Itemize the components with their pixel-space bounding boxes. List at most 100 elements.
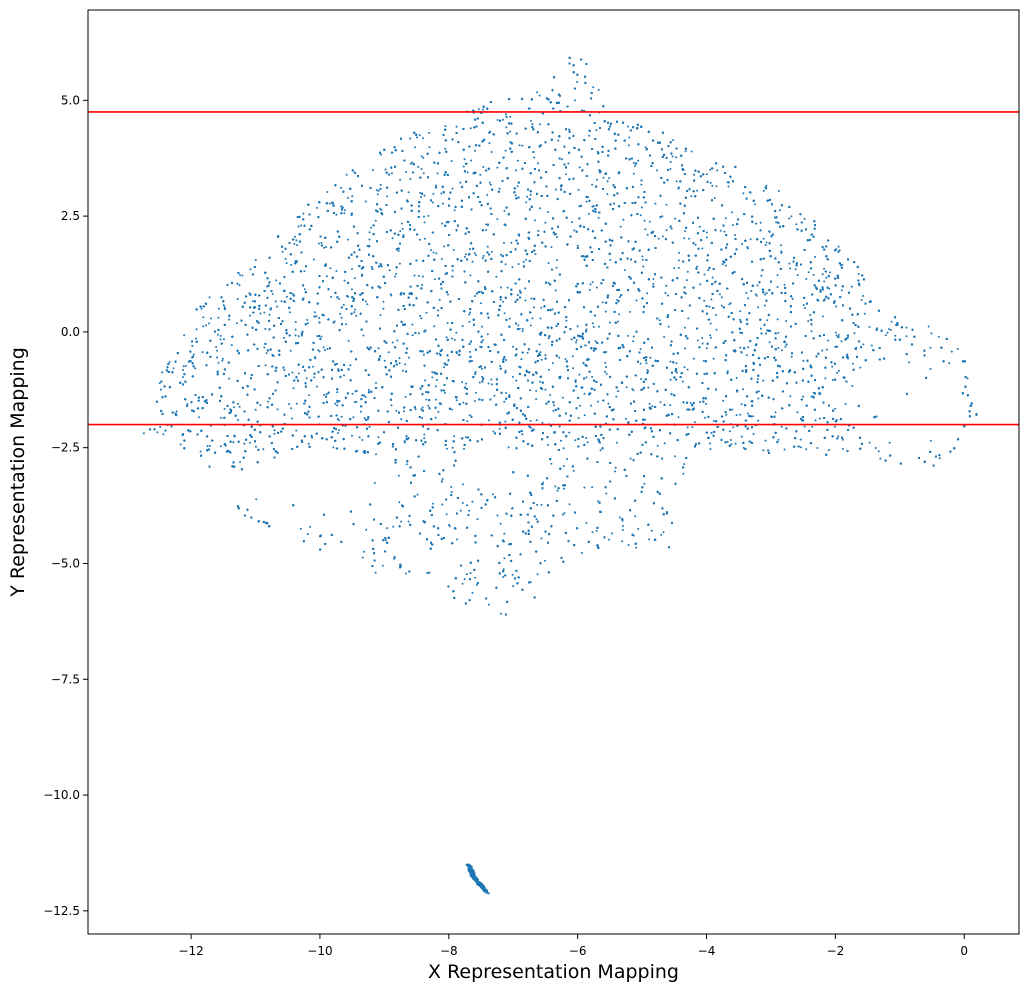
scatter-point	[585, 328, 588, 331]
scatter-point	[232, 441, 235, 444]
scatter-point	[662, 531, 665, 534]
scatter-point	[181, 376, 184, 379]
scatter-point	[547, 211, 550, 214]
scatter-point	[709, 181, 712, 184]
scatter-point	[525, 201, 528, 204]
scatter-point	[443, 366, 445, 369]
scatter-point	[469, 572, 472, 575]
scatter-point	[860, 299, 863, 301]
scatter-point	[255, 445, 257, 448]
scatter-point	[338, 419, 340, 422]
scatter-point	[288, 403, 291, 405]
scatter-point	[937, 335, 940, 338]
scatter-point	[847, 336, 849, 339]
scatter-point	[409, 177, 412, 180]
scatter-point	[488, 142, 491, 145]
scatter-point	[720, 296, 723, 299]
scatter-point	[570, 338, 573, 341]
scatter-point	[480, 367, 483, 370]
scatter-point	[487, 382, 490, 385]
scatter-point	[605, 372, 608, 375]
scatter-point	[762, 379, 765, 382]
scatter-point	[774, 411, 777, 414]
scatter-point	[752, 415, 754, 418]
scatter-point	[674, 217, 677, 220]
scatter-point	[461, 381, 464, 384]
scatter-point	[715, 313, 717, 316]
scatter-point	[829, 271, 831, 274]
scatter-point	[739, 331, 742, 334]
scatter-point	[524, 299, 527, 302]
scatter-point	[370, 226, 372, 229]
scatter-point	[186, 403, 189, 406]
scatter-point	[316, 335, 319, 338]
scatter-point	[358, 436, 361, 439]
scatter-point	[347, 340, 350, 342]
scatter-point	[831, 365, 834, 368]
scatter-point	[814, 419, 817, 422]
scatter-point	[579, 404, 582, 407]
scatter-point	[879, 457, 882, 460]
scatter-point	[529, 324, 532, 327]
scatter-point	[507, 446, 510, 449]
scatter-point	[739, 413, 742, 416]
scatter-point	[762, 449, 765, 452]
scatter-point	[332, 446, 335, 449]
scatter-point	[732, 224, 735, 227]
scatter-point	[427, 214, 430, 217]
scatter-point	[465, 573, 468, 576]
scatter-point	[578, 205, 581, 208]
scatter-point	[627, 125, 629, 128]
scatter-point	[841, 263, 844, 266]
scatter-point	[428, 146, 431, 149]
scatter-point	[574, 439, 577, 442]
scatter-point	[632, 335, 635, 338]
scatter-point	[323, 246, 326, 249]
scatter-point	[404, 363, 407, 366]
scatter-point	[540, 503, 543, 506]
scatter-point	[274, 300, 277, 303]
scatter-point	[309, 525, 311, 528]
scatter-point	[451, 187, 454, 190]
scatter-point	[571, 221, 573, 224]
scatter-point	[732, 426, 735, 429]
scatter-point	[432, 251, 435, 254]
scatter-point	[624, 417, 627, 420]
scatter-point	[705, 403, 708, 405]
scatter-point	[255, 498, 258, 501]
scatter-point	[216, 349, 219, 352]
scatter-point	[789, 267, 791, 270]
scatter-point	[325, 393, 328, 396]
scatter-point	[665, 229, 668, 232]
scatter-point	[361, 394, 364, 397]
scatter-point	[398, 362, 401, 365]
scatter-point	[675, 156, 678, 159]
scatter-point	[306, 322, 309, 325]
scatter-point	[297, 372, 300, 375]
scatter-point	[447, 293, 449, 296]
scatter-point	[508, 394, 511, 397]
scatter-point	[335, 213, 338, 216]
scatter-point	[515, 169, 518, 172]
scatter-point	[420, 155, 423, 158]
scatter-points	[142, 56, 978, 895]
scatter-point	[686, 426, 689, 429]
scatter-point	[315, 315, 318, 318]
scatter-point	[219, 334, 222, 337]
scatter-point	[236, 298, 239, 300]
scatter-point	[413, 274, 416, 277]
scatter-point	[364, 200, 367, 203]
scatter-point	[699, 400, 702, 403]
scatter-point	[709, 448, 712, 451]
scatter-point	[340, 186, 343, 189]
scatter-point	[703, 416, 706, 419]
scatter-point	[677, 259, 680, 262]
scatter-point	[524, 287, 527, 290]
scatter-point	[386, 195, 389, 198]
scatter-point	[413, 146, 416, 149]
scatter-point	[863, 312, 866, 315]
scatter-point	[431, 201, 434, 204]
scatter-point	[445, 336, 448, 339]
scatter-point	[440, 192, 443, 195]
scatter-point	[561, 513, 564, 516]
